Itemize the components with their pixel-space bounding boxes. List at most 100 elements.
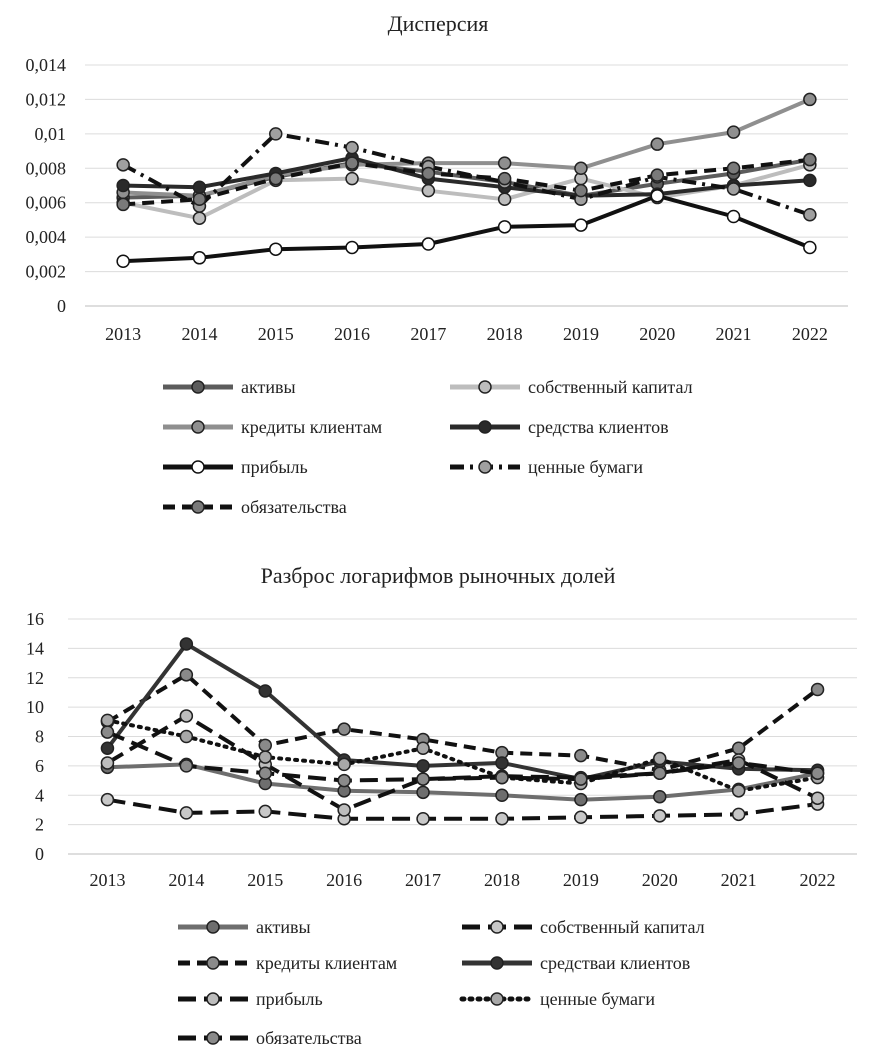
series-line	[105, 718, 820, 793]
y-tick-label: 0,004	[26, 227, 67, 247]
data-point	[269, 171, 283, 186]
legend-swatch-marker	[206, 1031, 220, 1045]
data-point	[574, 748, 588, 763]
data-point	[803, 92, 817, 107]
data-point	[810, 682, 825, 697]
data-point	[269, 242, 283, 256]
data-point	[100, 741, 115, 755]
data-point	[179, 637, 194, 651]
data-point	[116, 254, 130, 268]
series-7	[100, 725, 825, 788]
data-point	[416, 785, 430, 800]
x-tick-label: 2017	[405, 870, 441, 890]
series-line	[123, 156, 811, 198]
data-point	[803, 208, 817, 222]
legend-swatch-marker	[490, 992, 504, 1006]
x-tick-label: 2013	[105, 324, 141, 344]
series-2	[100, 792, 825, 826]
legend-label: кредиты клиентам	[241, 417, 382, 437]
data-point	[100, 713, 115, 728]
legend-item: средства клиентов	[450, 417, 669, 437]
data-point	[416, 741, 430, 755]
data-point	[810, 791, 825, 805]
y-tick-label: 10	[26, 697, 44, 717]
legend-swatch-marker	[206, 956, 220, 970]
legend-label: собственный капитал	[528, 377, 693, 397]
data-point	[803, 173, 817, 188]
legend-label: обязательства	[256, 1028, 362, 1048]
x-tick-label: 2015	[247, 870, 283, 890]
data-point	[653, 766, 667, 780]
series-7	[116, 152, 817, 212]
data-point	[345, 171, 359, 186]
data-point	[179, 668, 194, 682]
data-point	[574, 810, 588, 825]
data-point	[416, 812, 430, 826]
data-point	[731, 741, 746, 755]
data-point	[100, 792, 115, 807]
legend-swatch-marker	[191, 500, 205, 514]
data-point	[803, 152, 817, 167]
legend-item: прибыль	[163, 457, 308, 477]
x-tick-label: 2016	[326, 870, 362, 890]
data-point	[116, 158, 130, 172]
legend-label: активы	[241, 377, 296, 397]
data-point	[192, 180, 207, 194]
data-point	[495, 788, 509, 802]
legend-label: активы	[256, 917, 311, 937]
data-point	[258, 738, 272, 753]
y-tick-label: 12	[26, 668, 44, 688]
y-tick-label: 0	[35, 844, 44, 864]
legend-label: собственный капитал	[540, 917, 705, 937]
data-point	[650, 189, 664, 203]
data-point	[650, 137, 664, 151]
data-point	[258, 750, 272, 764]
series-line	[107, 762, 819, 802]
series-3	[100, 668, 825, 778]
data-point	[731, 756, 746, 770]
legend-item: ценные бумаги	[459, 989, 655, 1009]
series-line	[123, 193, 811, 264]
data-point	[726, 209, 741, 224]
chart-title: Дисперсия	[388, 11, 489, 36]
series-line	[106, 672, 819, 773]
legend-label: средства клиентов	[528, 417, 669, 437]
legend-label: прибыль	[256, 989, 323, 1009]
data-point	[726, 161, 741, 176]
y-tick-label: 0,002	[26, 262, 67, 282]
data-point	[495, 756, 509, 770]
legend-swatch-marker	[478, 420, 492, 434]
data-point	[192, 211, 207, 225]
data-point	[803, 240, 817, 255]
data-point	[116, 178, 130, 193]
legend-swatch-marker	[191, 420, 205, 434]
legend-swatch-marker	[490, 920, 504, 934]
legend-item: прибыль	[178, 989, 323, 1009]
data-point	[416, 772, 430, 786]
legend-swatch-marker	[478, 460, 492, 474]
data-point	[179, 709, 194, 723]
x-tick-label: 2017	[410, 324, 446, 344]
legend-item: ценные бумаги	[450, 457, 643, 477]
legend-label: ценные бумаги	[540, 989, 655, 1009]
data-point	[731, 784, 746, 798]
x-tick-label: 2020	[639, 324, 675, 344]
legend-swatch-marker	[490, 956, 504, 970]
x-tick-label: 2016	[334, 324, 370, 344]
data-point	[100, 756, 115, 770]
data-point	[574, 218, 588, 232]
x-tick-label: 2018	[484, 870, 520, 890]
legend-item: активы	[163, 377, 296, 397]
data-point	[345, 140, 359, 155]
data-point	[179, 729, 194, 744]
data-point	[497, 171, 512, 186]
legend-item: собственный капитал	[450, 377, 693, 397]
data-point	[337, 722, 351, 736]
legend-swatch-marker	[206, 992, 220, 1006]
data-point	[416, 759, 430, 773]
legend-item: кредиты клиентам	[178, 953, 397, 973]
series-5	[116, 189, 817, 268]
data-point	[269, 127, 283, 141]
legend-label: прибыль	[241, 457, 308, 477]
